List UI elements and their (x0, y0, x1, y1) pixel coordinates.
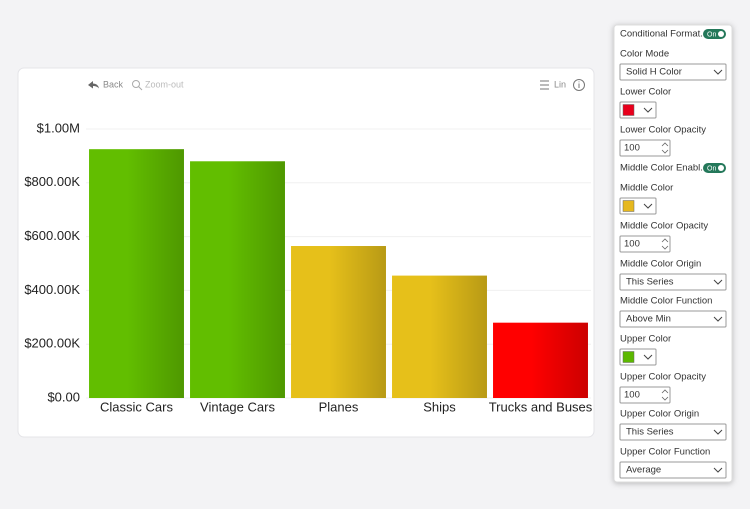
number-value: 100 (624, 239, 640, 250)
zoom-icon-handle (138, 86, 143, 91)
setting-label: Middle Color Opacity (620, 221, 708, 232)
dropdown[interactable]: This Series (619, 273, 727, 291)
number-input[interactable]: 100 (619, 386, 671, 404)
scale-button[interactable]: Lin (540, 79, 566, 90)
y-tick-label: $600.00K (24, 228, 80, 243)
color-swatch (622, 200, 635, 212)
setting-label: Upper Color Function (620, 447, 710, 458)
number-input[interactable]: 100 (619, 139, 671, 157)
zoom-out-label: Zoom-out (145, 79, 184, 89)
back-label: Back (103, 79, 124, 89)
toggle-knob (718, 165, 724, 171)
setting-label: Upper Color (620, 334, 671, 345)
info-button[interactable] (573, 79, 585, 91)
number-box (619, 139, 671, 157)
y-tick-label: $0.00 (47, 389, 80, 404)
y-tick-label: $800.00K (24, 174, 80, 189)
info-icon (573, 79, 585, 91)
color-picker[interactable] (619, 348, 657, 366)
dropdown-box (619, 423, 727, 441)
y-tick-label: $200.00K (24, 336, 80, 351)
y-tick-label: $400.00K (24, 282, 80, 297)
chevron (643, 203, 653, 209)
dropdown-box (619, 310, 727, 328)
number-box (619, 235, 671, 253)
number-input[interactable]: 100 (619, 235, 671, 253)
dropdown-box (619, 63, 727, 81)
setting-label: Upper Color Origin (620, 409, 699, 420)
chevron (713, 467, 723, 473)
number-value: 100 (624, 143, 640, 154)
zoom-out-button[interactable]: Zoom-out (132, 79, 185, 91)
chevron (643, 354, 653, 360)
spin-arrows (661, 142, 669, 154)
chevron (643, 107, 653, 113)
dropdown[interactable]: Average (619, 461, 727, 479)
color-swatch (622, 104, 635, 116)
setting-label: Upper Color Opacity (620, 372, 706, 383)
bar-shade (190, 161, 285, 398)
toggle-knob (718, 31, 724, 37)
x-tick-label: Classic Cars (100, 399, 173, 414)
back-icon (88, 81, 99, 89)
dropdown-box (619, 273, 727, 291)
setting-label: Middle Color (620, 183, 673, 194)
list-icon (540, 80, 549, 90)
setting-label: Middle Color Enabl... (620, 163, 708, 174)
settings-panel (613, 24, 733, 483)
bar-shade (392, 275, 487, 398)
number-value: 100 (624, 390, 640, 401)
bar-shade (89, 149, 184, 398)
number-box (619, 386, 671, 404)
x-tick-label: Vintage Cars (200, 399, 275, 414)
chevron (713, 429, 723, 435)
bar-shade (493, 322, 588, 398)
dropdown-value: Above Min (626, 314, 671, 325)
toggle-label: On (707, 31, 716, 38)
color-picker[interactable] (619, 101, 657, 119)
bar-shade (291, 246, 386, 398)
x-tick-label: Trucks and Buses (489, 399, 593, 414)
toggle-label: On (707, 165, 716, 172)
dropdown-value: This Series (626, 277, 674, 288)
dropdown-value: Solid H Color (626, 67, 682, 78)
color-swatch (622, 351, 635, 363)
setting-label: Lower Color (620, 87, 671, 98)
toggle[interactable]: On (703, 163, 726, 173)
scale-label: Lin (554, 79, 566, 89)
dropdown[interactable]: Solid H Color (619, 63, 727, 81)
setting-label: Color Mode (620, 49, 669, 60)
setting-label: Conditional Format... (620, 29, 708, 40)
dropdown[interactable]: This Series (619, 423, 727, 441)
back-button[interactable]: Back (88, 79, 124, 89)
chevron (713, 69, 723, 75)
setting-label: Middle Color Function (620, 296, 712, 307)
spin-arrows (661, 389, 669, 401)
color-picker[interactable] (619, 197, 657, 215)
chevron (713, 316, 723, 322)
setting-label: Middle Color Origin (620, 259, 701, 270)
dropdown-value: This Series (626, 427, 674, 438)
dropdown-box (619, 461, 727, 479)
chevron (713, 279, 723, 285)
zoom-icon (132, 80, 140, 88)
dropdown-value: Average (626, 465, 661, 476)
toggle[interactable]: On (703, 29, 726, 39)
spin-arrows (661, 238, 669, 250)
dropdown[interactable]: Above Min (619, 310, 727, 328)
setting-label: Lower Color Opacity (620, 125, 706, 136)
x-tick-label: Planes (319, 399, 359, 414)
x-tick-label: Ships (423, 399, 456, 414)
y-tick-label: $1.00M (37, 120, 80, 135)
